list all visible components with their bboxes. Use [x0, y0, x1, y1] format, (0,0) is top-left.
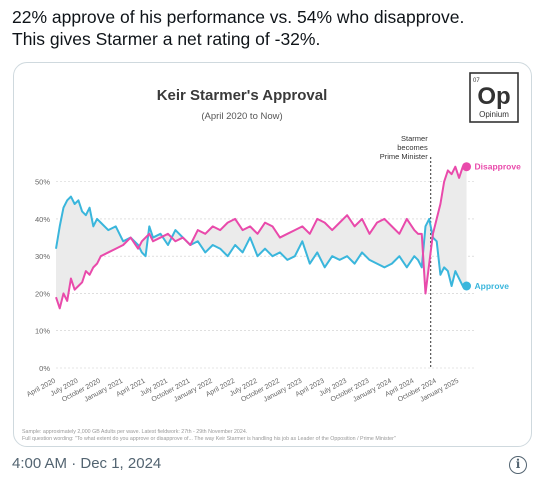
annotation-text: becomes: [397, 143, 428, 152]
tweet-text-line-2: This gives Starmer a net rating of -32%.: [12, 29, 321, 49]
series-label-approve: Approve: [475, 281, 510, 291]
annotation-text: Starmer: [401, 134, 428, 143]
y-tick-label: 0%: [39, 364, 50, 373]
tweet-text-line-1: 22% approve of his performance vs. 54% w…: [12, 7, 465, 27]
series-label-disapprove: Disapprove: [475, 162, 522, 172]
y-tick-label: 30%: [35, 252, 50, 261]
series-endpoint-approve: [462, 281, 472, 291]
tweet-text: 22% approve of his performance vs. 54% w…: [12, 6, 532, 50]
logo-big-text: Op: [477, 83, 510, 110]
opinium-logo: 07 Op Opinium: [469, 72, 519, 123]
y-tick-label: 20%: [35, 289, 50, 298]
footnote-line-2: Full question wording: "To what extent d…: [22, 436, 396, 442]
footnote-line-1: Sample: approximately 2,000 GB Adults pe…: [22, 429, 247, 435]
series-line-disapprove: [55, 165, 467, 310]
y-tick-label: 40%: [35, 215, 50, 224]
info-icon[interactable]: i: [509, 456, 527, 474]
gap-shading: [56, 166, 467, 309]
y-tick-label: 10%: [35, 327, 50, 336]
y-tick-label: 50%: [35, 178, 50, 187]
chart-image-card[interactable]: Keir Starmer's Approval (April 2020 to N…: [13, 62, 532, 447]
approval-chart: Keir Starmer's Approval (April 2020 to N…: [22, 72, 521, 442]
chart-subtitle: (April 2020 to Now): [201, 111, 282, 122]
logo-name-text: Opinium: [479, 110, 509, 119]
tweet-timestamp[interactable]: 4:00 AM · Dec 1, 2024: [12, 455, 162, 472]
logo-box: [469, 72, 519, 123]
annotation-text: Prime Minister: [380, 152, 428, 161]
series-endpoint-disapprove: [462, 162, 472, 172]
logo-small-text: 07: [473, 78, 480, 84]
chart-title: Keir Starmer's Approval: [157, 87, 328, 104]
